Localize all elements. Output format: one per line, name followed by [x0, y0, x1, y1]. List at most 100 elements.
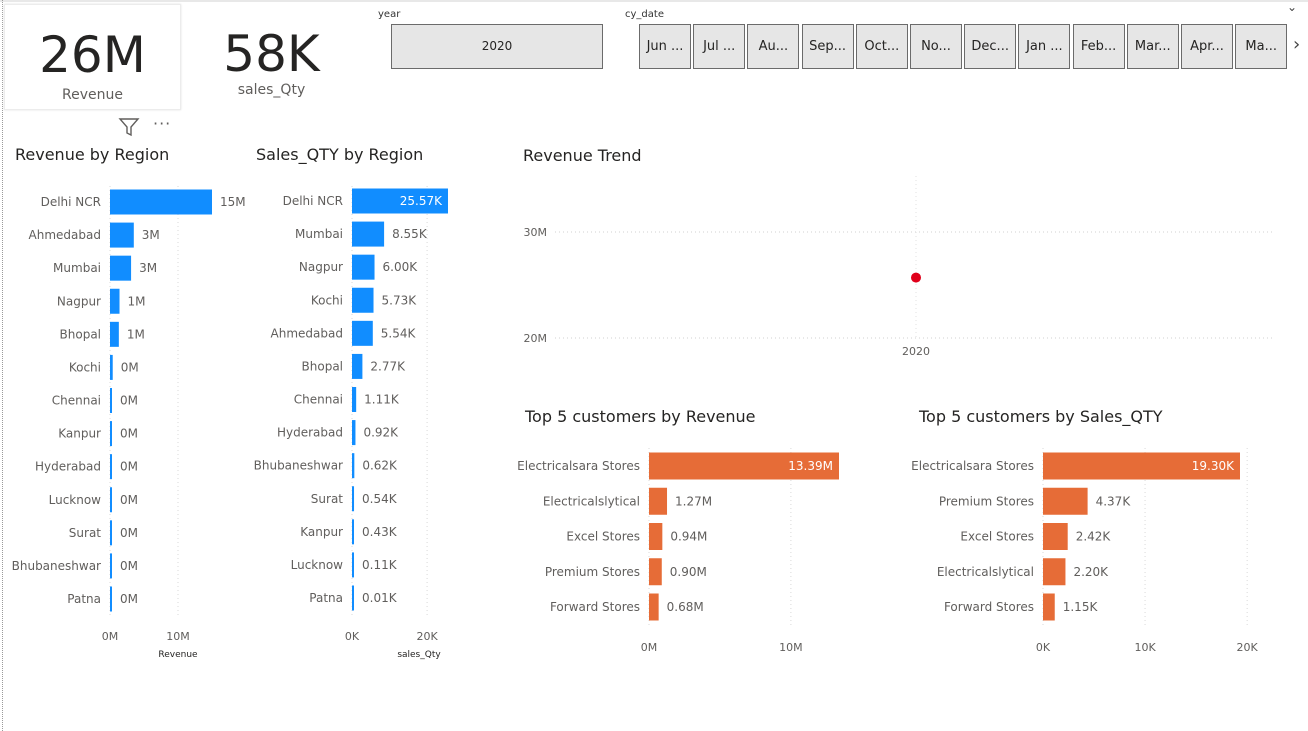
cy-date-slicer-item[interactable]: Jun ... [639, 24, 691, 69]
sales_qty_by_region-bar[interactable] [352, 188, 448, 214]
top5_customers_revenue-bar[interactable] [649, 523, 663, 550]
cy-date-slicer-item[interactable]: Feb... [1072, 24, 1125, 69]
revenue_by_region-bar[interactable] [110, 454, 112, 480]
revenue_by_region-data-label: 15M [220, 195, 246, 209]
cy-date-slicer-item[interactable]: Au... [747, 24, 800, 69]
cy-date-slicer-item[interactable]: Ma... [1235, 24, 1288, 69]
sales_qty_by_region-bar[interactable] [352, 486, 355, 512]
revenue_by_region-data-label: 3M [139, 261, 157, 275]
cy-date-slicer-item[interactable]: Oct... [855, 24, 908, 69]
top-frame-line [0, 0, 1308, 2]
revenue_by_region-bar[interactable] [110, 586, 112, 612]
cy-date-slicer-item[interactable]: Jan ... [1018, 24, 1071, 69]
cy-date-slicer-item[interactable]: Sep... [801, 24, 854, 69]
top5_customers_revenue-tick-label: 10M [779, 641, 803, 654]
top5_customers_qty-bar[interactable] [1043, 558, 1066, 586]
sales_qty_by_region-data-label: 5.54K [381, 326, 417, 340]
sales_qty_by_region-bar[interactable] [352, 320, 373, 346]
cy-date-slicer-item[interactable]: No... [910, 24, 962, 69]
cy-date-slicer-item[interactable]: Apr... [1181, 24, 1233, 69]
sales-qty-kpi-card[interactable]: 58K sales_Qty [184, 4, 359, 108]
revenue_by_region-axis-title: Revenue [158, 650, 198, 660]
sales_qty_by_region-data-label: 5.73K [382, 293, 418, 307]
top5_customers_revenue-category-label: Electricalslytical [543, 494, 640, 508]
revenue_by_region-data-label: 1M [128, 294, 146, 308]
top5_customers_qty-data-label: 2.42K [1076, 530, 1112, 544]
revenue_by_region-bar[interactable] [110, 388, 112, 413]
sales_qty_by_region-bar[interactable] [352, 287, 374, 313]
sales_qty_by_region-axis-title: sales_Qty [397, 650, 441, 660]
top5_customers_qty-bar[interactable] [1043, 452, 1240, 480]
sales_qty_by_region-bar[interactable] [352, 453, 355, 479]
top5_customers_revenue-bar[interactable] [649, 487, 668, 515]
sales_qty_by_region-bar[interactable] [352, 519, 354, 545]
revenue_by_region-category-label: Surat [69, 526, 102, 540]
revenue_by_region-category-label: Kanpur [58, 427, 101, 441]
revenue_by_region-data-label: 0M [121, 360, 139, 374]
revenue_by_region-data-label: 0M [120, 460, 138, 474]
revenue_by_region-bar[interactable] [110, 487, 112, 513]
revenue_by_region-bar[interactable] [110, 288, 120, 314]
sales_qty_by_region-bar[interactable] [352, 221, 385, 247]
revenue_by_region-bar[interactable] [110, 553, 112, 579]
revenue_by_region-category-label: Bhubaneshwar [12, 559, 101, 573]
revenue_by_region-bar[interactable] [110, 321, 119, 347]
sales_qty_by_region-category-label: Surat [311, 492, 344, 506]
top5_customers_revenue-tick-label: 0M [641, 641, 658, 654]
revenue_by_region-bar[interactable] [110, 222, 134, 248]
sales_qty_by_region-bar[interactable] [352, 585, 354, 611]
top5_customers_qty-data-label: 2.20K [1073, 565, 1109, 579]
revenue-kpi-card[interactable]: 26M Revenue [4, 4, 181, 110]
sales_qty_by_region-bar[interactable] [352, 387, 357, 412]
revenue-trend-chart: 20M 30M 2020 [524, 176, 1272, 358]
cy-date-slicer-item[interactable]: Mar... [1126, 24, 1179, 69]
revenue_by_region-category-label: Nagpur [57, 294, 101, 308]
top5_customers_revenue-data-label: 0.68M [667, 600, 704, 614]
revenue_by_region-bar[interactable] [110, 354, 113, 380]
revenue_by_region-bar[interactable] [110, 520, 112, 546]
cy-date-slicer-item[interactable]: Jul ... [693, 24, 746, 69]
more-options-icon[interactable]: ··· [153, 114, 172, 133]
top5_customers_revenue-bar[interactable] [649, 593, 659, 621]
top5_customers_revenue-data-label: 0.94M [670, 530, 707, 544]
sales-qty-kpi-label: sales_Qty [237, 82, 306, 98]
revenue_by_region-tick-label: 10M [166, 630, 190, 643]
top5_customers_revenue-bar[interactable] [649, 558, 662, 586]
revenue_by_region-category-label: Chennai [52, 394, 101, 408]
sales_qty_by_region-category-label: Kanpur [300, 525, 343, 539]
revenue_by_region-data-label: 0M [120, 493, 138, 507]
sales_qty_by_region-bar[interactable] [352, 552, 354, 578]
filter-icon[interactable] [118, 116, 140, 142]
revenue_by_region-bar[interactable] [110, 189, 212, 215]
sales_qty_by_region-data-label: 0.11K [362, 558, 398, 572]
sales_qty_by_region-bar[interactable] [352, 254, 375, 280]
sales_qty_by_region-chart: 0K 20K sales_Qty Delhi NCR 25.57K Mumbai 8.55K… [254, 186, 448, 660]
top5_customers_qty-bar[interactable] [1043, 523, 1068, 550]
year-slicer-item-2020[interactable]: 2020 [391, 24, 603, 69]
sales_qty_by_region-category-label: Kochi [311, 293, 343, 307]
top5_customers_qty-category-label: Electricalslytical [937, 565, 1034, 579]
top5_customers_revenue-data-label: 1.27M [675, 494, 712, 508]
chevron-right-icon[interactable]: › [1293, 34, 1301, 55]
sales_qty_by_region-data-label: 0.01K [362, 591, 398, 605]
top5_customers_qty-bar[interactable] [1043, 593, 1055, 621]
chevron-down-icon[interactable]: ⌄ [1287, 0, 1298, 14]
revenue_by_region-chart: 0M 10M Revenue Delhi NCR 15M Ahmedabad 3M Mumba… [12, 186, 246, 660]
revenue_by_region-data-label: 0M [120, 526, 138, 540]
top5_customers_qty-chart: 0K 10K 20K Electricalsara Stores 19.30K Premi… [911, 448, 1259, 654]
revenue-trend-point[interactable] [911, 272, 921, 283]
revenue_by_region-category-label: Delhi NCR [41, 195, 101, 209]
sales_qty_by_region-bar[interactable] [352, 420, 356, 446]
top5_customers_qty-bar[interactable] [1043, 487, 1088, 515]
revenue_by_region-bar[interactable] [110, 421, 112, 447]
sales_qty_by_region-category-label: Nagpur [299, 260, 343, 274]
sales_qty_by_region-bar[interactable] [352, 353, 363, 379]
sales_qty_by_region-category-label: Lucknow [291, 558, 344, 572]
top5_customers_revenue-bar[interactable] [649, 452, 839, 480]
top5_customers_revenue-data-label: 0.90M [670, 565, 707, 579]
sales_qty_by_region-category-label: Chennai [294, 393, 343, 407]
revenue_by_region-bar[interactable] [110, 255, 132, 281]
cy-date-slicer-item[interactable]: Dec... [964, 24, 1017, 69]
top5_customers_qty-category-label: Electricalsara Stores [911, 459, 1034, 473]
